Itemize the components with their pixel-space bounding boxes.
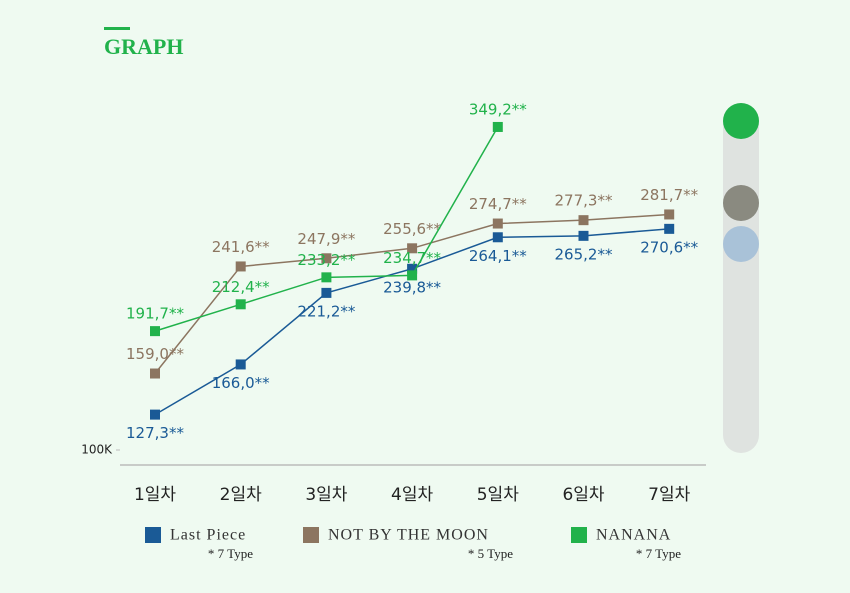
point [321, 287, 332, 298]
x-tick-label: 5일차 [477, 485, 519, 505]
point [664, 223, 675, 234]
point [150, 368, 160, 379]
value-label: 241,6** [212, 238, 270, 256]
legend-swatch [571, 527, 587, 543]
point [235, 299, 246, 310]
legend-note: * 5 Type [468, 546, 513, 561]
scroll-track [723, 103, 759, 453]
value-label: 127,3** [126, 424, 184, 442]
point [578, 230, 589, 241]
value-label: 247,9** [297, 230, 355, 248]
x-tick-label: 4일차 [391, 485, 433, 505]
chart-title: GRAPH [104, 34, 183, 59]
value-label: 234,7** [383, 249, 441, 267]
value-label: 265,2** [555, 245, 613, 263]
point [492, 121, 503, 132]
x-tick-label: 7일차 [648, 485, 690, 505]
value-label: 274,7** [469, 195, 527, 213]
title-bar [104, 27, 130, 30]
point [235, 261, 246, 272]
point [578, 215, 589, 226]
x-tick-label: 2일차 [220, 485, 262, 505]
value-label: 159,0** [126, 345, 184, 363]
point [407, 263, 418, 274]
value-label: 166,0** [212, 374, 270, 392]
legend-label: Last Piece [170, 527, 246, 544]
album-icon [723, 185, 759, 221]
value-label: 233,2** [297, 251, 355, 269]
value-label: 212,4** [212, 278, 270, 296]
point [492, 218, 503, 229]
value-label: 239,8** [383, 278, 441, 296]
point [321, 272, 332, 283]
point [664, 209, 675, 220]
legend-label: NANANA [596, 527, 671, 544]
side-scroller [723, 103, 759, 453]
value-label: 264,1** [469, 247, 527, 265]
value-label: 281,7** [640, 186, 698, 204]
x-tick-label: 3일차 [305, 485, 347, 505]
point [492, 232, 503, 243]
legend-label: NOT BY THE MOON [328, 527, 489, 544]
point [407, 243, 418, 254]
legend-swatch [145, 527, 161, 543]
value-label: 255,6** [383, 220, 441, 238]
value-label: 221,2** [297, 302, 355, 320]
x-tick-label: 1일차 [134, 485, 176, 505]
legend-swatch [303, 527, 319, 543]
legend-note: * 7 Type [636, 546, 681, 561]
point [407, 270, 418, 281]
point [235, 359, 246, 370]
album-icon [723, 226, 759, 262]
point [150, 326, 160, 337]
legend-note: * 7 Type [208, 546, 253, 561]
point [321, 253, 332, 264]
value-label: 191,7** [126, 305, 184, 323]
scroll-thumb [723, 103, 759, 139]
value-label: 277,3** [555, 192, 613, 210]
value-label: 349,2** [469, 100, 527, 118]
value-label: 270,6** [640, 238, 698, 256]
y-tick-label: 100K [81, 443, 113, 457]
x-tick-label: 6일차 [562, 485, 604, 505]
point [150, 409, 160, 420]
